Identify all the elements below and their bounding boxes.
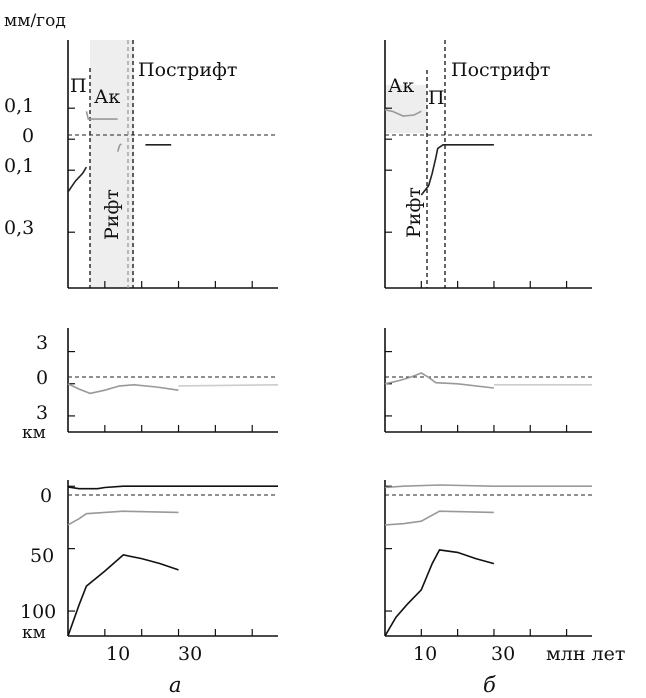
phase-b-postrift: Пострифт bbox=[451, 59, 550, 81]
phase-b-rift: Рифт bbox=[403, 187, 425, 238]
panel-b-middle bbox=[384, 328, 592, 433]
tick-a-bot-1: 0 bbox=[40, 485, 52, 507]
mid-unit-label: км bbox=[22, 423, 46, 443]
tick-a-mid-1: 3 bbox=[36, 332, 48, 354]
series-line-б-top-1 bbox=[420, 144, 494, 196]
series-line-а-bottom-1 bbox=[67, 510, 179, 526]
panel-b-top: Ак П Пострифт Рифт bbox=[384, 40, 592, 289]
bot-unit-label: км bbox=[22, 623, 46, 643]
tick-a-bot-3: 100 bbox=[20, 601, 56, 623]
panel-a-top: 0,1 0 0,1 0,3 П Ак Пострифт Рифт bbox=[4, 40, 278, 289]
tick-a-top-3: 0,1 bbox=[4, 155, 34, 177]
top-y-unit-label: мм/год bbox=[4, 11, 66, 31]
series-line-а-middle-0 bbox=[67, 383, 179, 395]
series-line-б-bottom-1 bbox=[384, 510, 494, 526]
series-line-а-top-1 bbox=[67, 166, 88, 193]
x-tick-a-1: 10 bbox=[106, 643, 130, 665]
series-line-б-top-0 bbox=[384, 109, 422, 117]
series-line-б-bottom-0 bbox=[384, 484, 592, 489]
panel-letter-b: б bbox=[483, 673, 496, 697]
phase-a-p: П bbox=[70, 75, 87, 97]
tick-a-top-4: 0,3 bbox=[4, 217, 34, 239]
panel-b-bottom: 10 30 млн лет б bbox=[384, 480, 625, 697]
panel-letter-a: а bbox=[169, 673, 182, 697]
panel-a-middle: 3 0 3 км bbox=[22, 328, 279, 443]
panel-b-shaded-band bbox=[385, 85, 427, 133]
panel-a-bottom: 0 50 100 км 10 30 а bbox=[20, 480, 278, 697]
phase-b-p: П bbox=[428, 87, 445, 109]
x-unit-label: млн лет bbox=[546, 643, 625, 665]
x-tick-b-1: 10 bbox=[413, 643, 437, 665]
x-tick-a-2: 30 bbox=[178, 643, 202, 665]
phase-a-ak: Ак bbox=[94, 86, 120, 108]
tick-a-mid-2: 0 bbox=[36, 367, 48, 389]
series-line-а-bottom-2 bbox=[67, 554, 179, 637]
panel-a-shaded-band bbox=[90, 40, 134, 288]
phase-a-postrift: Пострифт bbox=[138, 59, 237, 81]
series-line-б-middle-0 bbox=[384, 372, 494, 389]
series-line-а-middle-1 bbox=[178, 384, 279, 387]
tick-a-bot-2: 50 bbox=[30, 545, 54, 567]
tick-a-top-2: 0 bbox=[22, 125, 34, 147]
phase-b-ak: Ак bbox=[388, 75, 414, 97]
x-tick-b-2: 30 bbox=[491, 643, 515, 665]
tick-a-mid-3: 3 bbox=[36, 402, 48, 424]
series-line-а-top-2 bbox=[116, 143, 122, 152]
series-line-а-top-0 bbox=[85, 111, 118, 120]
tick-a-top-1: 0,1 bbox=[4, 95, 34, 117]
phase-a-rift: Рифт bbox=[101, 189, 123, 240]
series-line-б-bottom-2 bbox=[384, 549, 495, 637]
series-line-а-bottom-0 bbox=[67, 485, 278, 490]
